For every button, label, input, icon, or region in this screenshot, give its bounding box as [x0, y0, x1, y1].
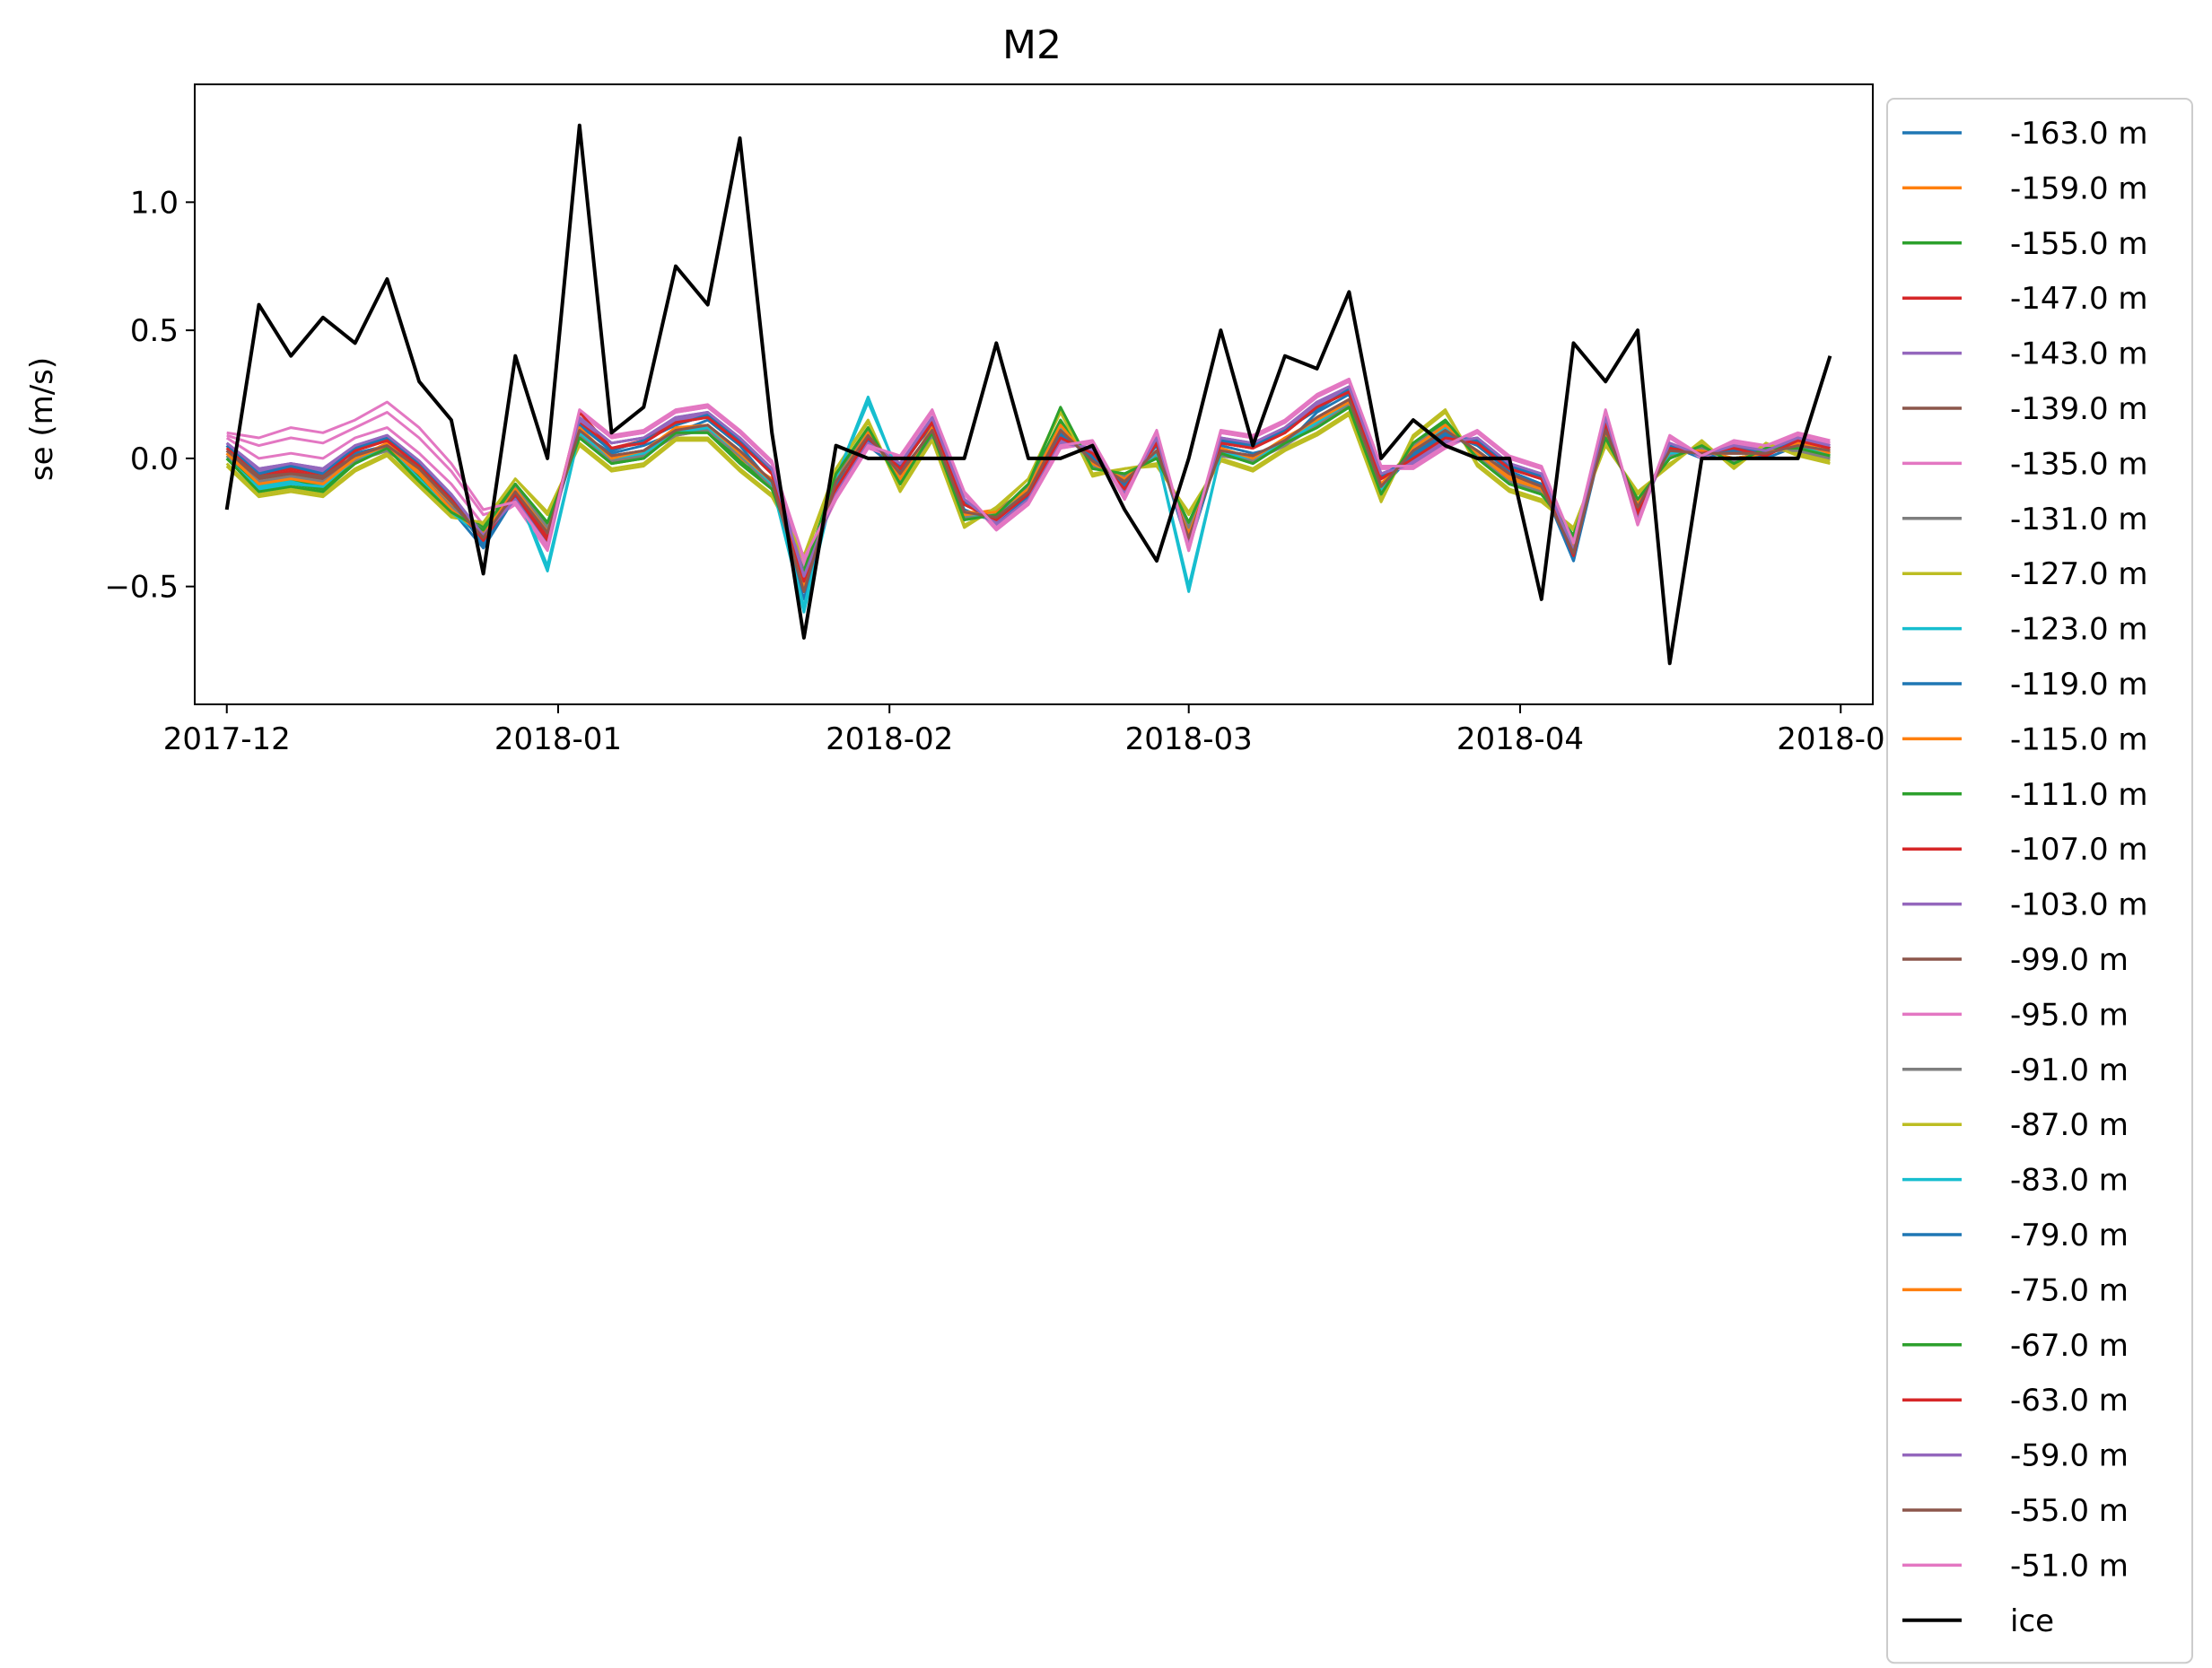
plot-area: [224, 123, 1832, 666]
legend-label: -103.0 m: [2010, 887, 2148, 923]
legend: -163.0 m -159.0 m -155.0 m -147.0 m -143.0 m…: [1886, 98, 2193, 1664]
legend-label: -155.0 m: [2010, 226, 2148, 262]
legend-label: -127.0 m: [2010, 556, 2148, 592]
legend-label: -123.0 m: [2010, 612, 2148, 648]
legend-label: -139.0 m: [2010, 391, 2148, 427]
x-axis: 2017-12 2018-01 2018-02 2018-03 2018-04 2018-…: [163, 704, 1904, 757]
y-axis: 1.0 0.5 0.0 −0.5: [104, 185, 195, 606]
legend-label: -119.0 m: [2010, 667, 2148, 703]
series-layer: [224, 123, 1832, 666]
legend-label: -111.0 m: [2010, 777, 2148, 813]
legend-label: -55.0 m: [2010, 1493, 2129, 1529]
y-tick-label: −0.5: [104, 570, 179, 606]
x-tick-label: 2018-05: [1777, 721, 1904, 757]
chart-title: M2: [1002, 22, 1062, 68]
x-tick-label: 2018-01: [494, 721, 622, 757]
legend-label: -99.0 m: [2010, 942, 2129, 978]
y-tick-label: 1.0: [130, 185, 179, 221]
legend-label: -79.0 m: [2010, 1218, 2129, 1253]
y-tick-label: 0.5: [130, 313, 179, 349]
y-axis-label: se (m/s): [24, 357, 60, 481]
legend-label: -83.0 m: [2010, 1163, 2129, 1199]
legend-label: -75.0 m: [2010, 1272, 2129, 1308]
legend-label: -115.0 m: [2010, 721, 2148, 757]
x-tick-label: 2018-04: [1456, 721, 1584, 757]
x-tick-label: 2017-12: [163, 721, 291, 757]
legend-label: -135.0 m: [2010, 446, 2148, 482]
series-line-25: [225, 397, 1831, 593]
series-line-27: [224, 123, 1832, 666]
legend-label: -67.0 m: [2010, 1328, 2129, 1364]
legend-label: -63.0 m: [2010, 1383, 2129, 1419]
legend-label: -107.0 m: [2010, 832, 2148, 868]
x-tick-label: 2018-03: [1125, 721, 1253, 757]
legend-label: -147.0 m: [2010, 281, 2148, 317]
legend-label: -91.0 m: [2010, 1052, 2129, 1088]
plot-frame: [194, 83, 1874, 705]
legend-frame: [1886, 98, 2193, 1664]
legend-label: -163.0 m: [2010, 116, 2148, 152]
legend-label: -59.0 m: [2010, 1438, 2129, 1474]
legend-label: -51.0 m: [2010, 1548, 2129, 1584]
legend-label: -131.0 m: [2010, 502, 2148, 537]
y-tick-label: 0.0: [130, 441, 179, 477]
legend-label: ice: [2010, 1603, 2054, 1639]
x-tick-label: 2018-02: [826, 721, 953, 757]
legend-label: -87.0 m: [2010, 1107, 2129, 1143]
legend-label: -159.0 m: [2010, 170, 2148, 206]
legend-label: -95.0 m: [2010, 997, 2129, 1033]
legend-label: -143.0 m: [2010, 336, 2148, 372]
